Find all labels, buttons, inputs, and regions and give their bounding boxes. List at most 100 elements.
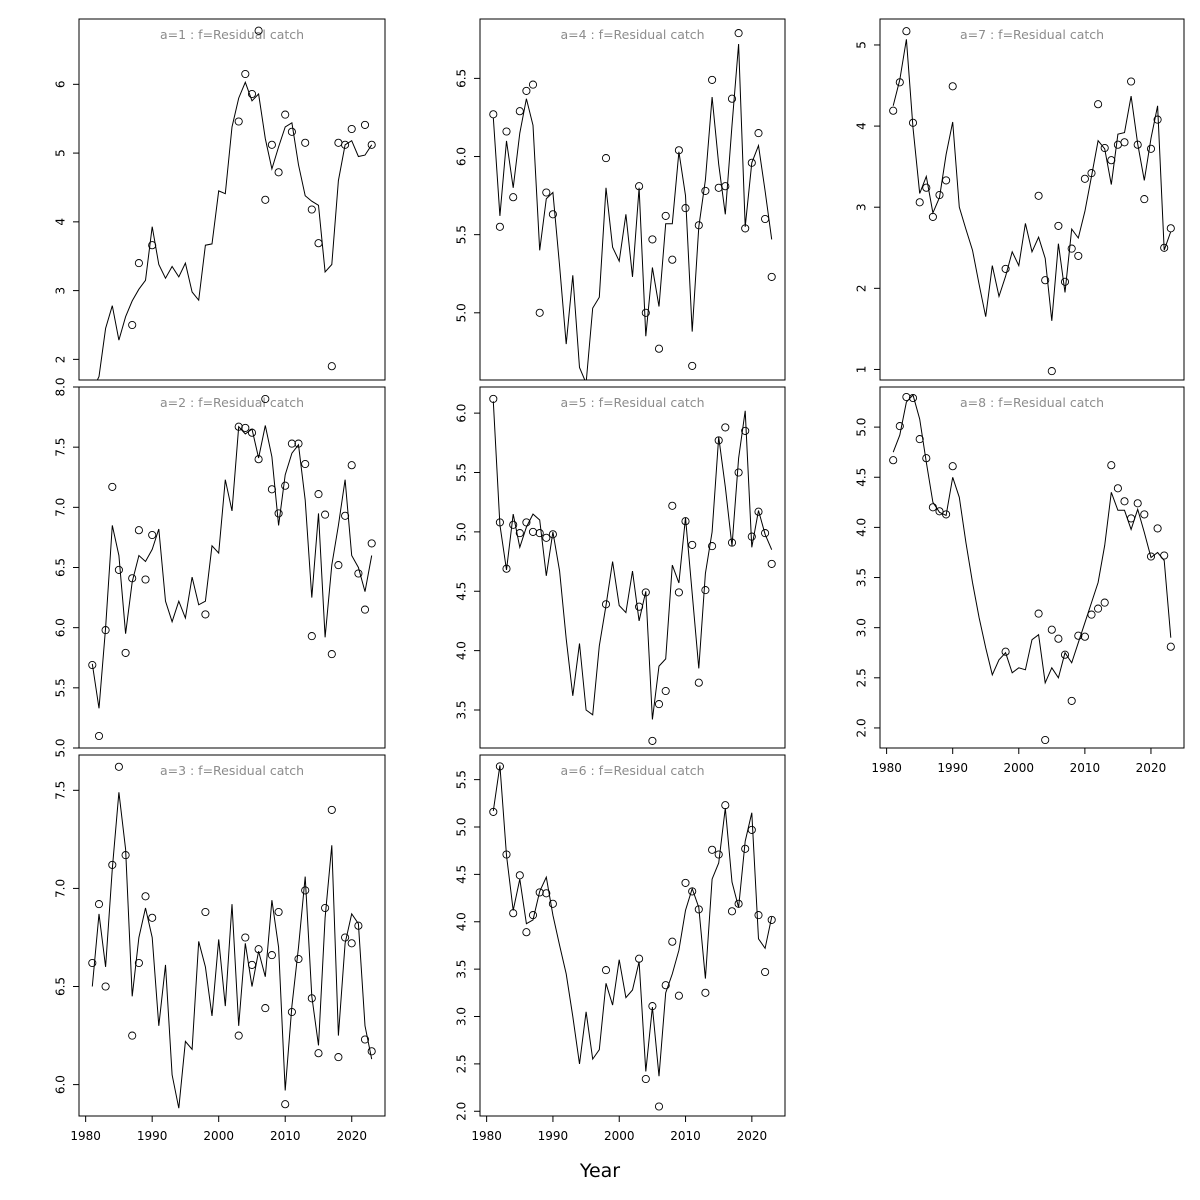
observed-point <box>895 422 904 431</box>
observed-point <box>287 1007 296 1017</box>
observed-point <box>108 482 117 491</box>
observed-point <box>601 966 611 975</box>
observed-point <box>522 518 531 527</box>
y-tick-label: 7.0 <box>54 498 68 517</box>
observed-point <box>942 510 951 519</box>
observed-point <box>354 921 363 930</box>
observed-point <box>134 958 143 968</box>
y-tick-label: 5.0 <box>54 738 68 757</box>
y-tick-label: 2.0 <box>455 1102 469 1121</box>
y-tick-label: 5.5 <box>54 678 68 697</box>
y-tick-label: 4.5 <box>455 582 469 601</box>
observed-point <box>1127 77 1136 86</box>
observed-point <box>694 221 703 230</box>
observed-point <box>522 928 531 937</box>
observed-point <box>1094 100 1103 109</box>
panel-6: a=6 : f=Residual catch 2.0 2.5 3.0 3.5 4.0 4.5… <box>455 754 786 1143</box>
observed-point <box>360 120 370 129</box>
observed-point <box>141 575 150 584</box>
fitted-line <box>892 39 1172 321</box>
observed-point <box>948 82 957 91</box>
observed-point <box>495 518 504 527</box>
x-tick-label: 2020 <box>1136 761 1167 775</box>
observed-point <box>1080 632 1089 641</box>
observed-point <box>761 214 770 224</box>
y-tick-label: 2.5 <box>455 1054 469 1073</box>
panel-1: a=1 : f=Residual catch 2 3 4 5 6 <box>54 18 386 381</box>
observed-point <box>1001 647 1010 656</box>
y-tick-label: 7.5 <box>54 438 68 457</box>
observed-point <box>721 182 730 191</box>
observed-point <box>141 892 150 901</box>
observed-point <box>515 529 524 538</box>
observed-point <box>601 154 611 163</box>
observed-point <box>247 960 257 969</box>
observed-point <box>88 958 97 968</box>
observed-point <box>515 871 524 880</box>
panel-8: a=8 : f=Residual catch 2.0 2.5 3.0 3.5 4.0 4.5… <box>855 386 1185 775</box>
observed-point <box>321 510 330 519</box>
observed-point <box>1054 221 1063 230</box>
observed-point <box>714 850 723 859</box>
y-tick-label: 6.5 <box>54 977 68 996</box>
observed-point <box>601 600 611 609</box>
observed-point <box>548 210 557 219</box>
observed-point <box>489 807 498 816</box>
observed-point <box>641 588 650 597</box>
observed-point <box>201 907 210 917</box>
observed-point <box>741 844 750 853</box>
fitted-line <box>91 792 373 1109</box>
observed-point <box>148 913 157 922</box>
observed-point <box>528 527 538 536</box>
x-tick-label: 2020 <box>737 1129 768 1143</box>
observed-point <box>254 945 263 954</box>
observed-point <box>701 988 710 997</box>
observed-point <box>114 762 123 771</box>
observed-point <box>301 459 310 469</box>
observed-point <box>635 954 644 963</box>
observed-point <box>542 533 551 542</box>
observed-point <box>1034 191 1043 200</box>
x-tick-label: 2010 <box>1070 761 1101 775</box>
fitted-line <box>91 425 373 709</box>
panel-title: a=5 : f=Residual catch <box>560 395 704 410</box>
x-axis-label: Year <box>579 1160 621 1182</box>
observed-point <box>1140 195 1149 204</box>
y-tick-label: 5.0 <box>855 418 869 437</box>
y-tick-label: 5 <box>855 41 869 49</box>
y-tick-label: 1 <box>855 366 869 374</box>
observed-point <box>502 850 511 859</box>
observed-point <box>307 205 316 214</box>
observed-point <box>495 762 504 771</box>
observed-point <box>247 89 257 99</box>
observed-point <box>254 26 263 35</box>
x-tick-label: 1980 <box>70 1129 101 1143</box>
observed-point <box>1107 461 1116 470</box>
observed-point <box>688 361 697 370</box>
y-tick-label: 5 <box>54 149 68 157</box>
observed-point <box>1094 604 1103 613</box>
observed-point <box>327 362 336 371</box>
y-tick-label: 5.0 <box>455 303 469 322</box>
y-tick-label: 3.5 <box>455 700 469 719</box>
observed-point <box>267 485 276 494</box>
observed-point <box>1047 625 1056 634</box>
observed-point <box>714 183 723 192</box>
observed-point <box>1160 243 1169 252</box>
observed-point <box>548 530 557 539</box>
panel-3: a=3 : f=Residual catch 6.0 6.5 7.0 7.5 1980 19… <box>54 754 386 1143</box>
observed-point <box>535 529 544 538</box>
observed-point <box>341 511 350 520</box>
observed-point <box>922 183 931 192</box>
x-tick-label: 1980 <box>471 1129 502 1143</box>
y-tick-label: 5.5 <box>455 463 469 482</box>
observed-point <box>661 981 670 990</box>
observed-point <box>134 259 143 268</box>
observed-point <box>321 903 330 913</box>
observed-point <box>267 140 276 149</box>
observed-point <box>535 308 544 317</box>
observed-point <box>641 1074 650 1084</box>
observed-point <box>528 80 538 89</box>
observed-point <box>489 110 498 119</box>
observed-point <box>1153 115 1162 124</box>
